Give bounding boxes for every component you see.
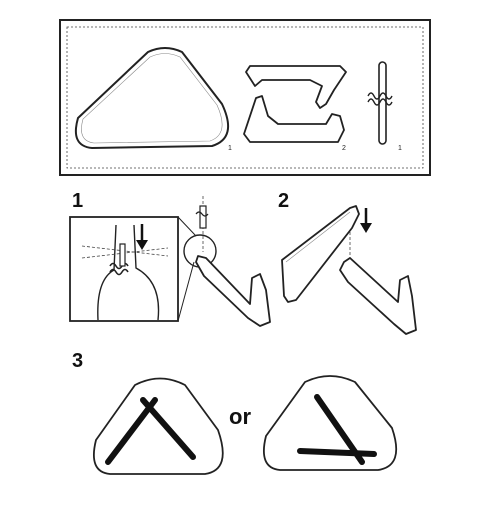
bases-quantity: 2 (342, 145, 346, 152)
step-1-base-piece (195, 255, 271, 327)
connector-rod-part (367, 61, 393, 145)
glass-tabletop-edge (81, 53, 223, 144)
step-1-down-arrow (136, 224, 148, 250)
connector-quantity: 1 (398, 145, 402, 152)
step-3-option-a (92, 377, 224, 475)
step-3-base-a-left (105, 397, 158, 465)
step-3-number: 3 (72, 350, 84, 372)
step-2-down-arrow (360, 208, 372, 233)
wooden-base-part-top (245, 65, 347, 109)
step-2-number: 2 (278, 190, 290, 212)
step-2-upper-piece (281, 205, 360, 303)
parts-box (59, 19, 431, 176)
step-2-lower-piece (339, 257, 417, 335)
glass-tabletop-part (74, 47, 230, 149)
step-1-illustration (69, 196, 271, 327)
step-3-option-b (262, 375, 398, 471)
parts-box-inner-dashed (66, 26, 424, 169)
step-3-or-label: or (229, 404, 251, 429)
step-3-base-a-right (140, 397, 196, 460)
step-2-illustration (281, 205, 417, 335)
step-3-base-b-horizontal (297, 448, 377, 457)
step-3-tabletop-b (262, 375, 398, 471)
step-1-number: 1 (72, 190, 84, 212)
tabletop-quantity: 1 (228, 145, 232, 152)
wooden-base-part-bottom (243, 95, 345, 143)
step-1-detail-arm-right (133, 224, 160, 321)
step-1-detail-connector (109, 243, 129, 276)
